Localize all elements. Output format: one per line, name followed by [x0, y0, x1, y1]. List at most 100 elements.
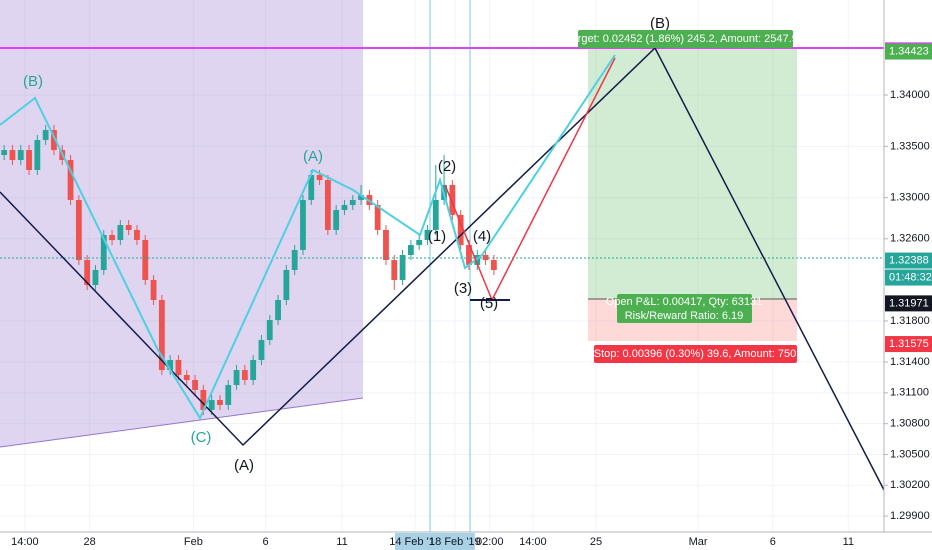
x-tick-label: 6 — [770, 536, 776, 548]
x-tick-label: 02:00 — [476, 536, 504, 548]
price-badge — [885, 295, 932, 312]
candle-body — [258, 340, 265, 360]
countdown-badge — [885, 269, 932, 286]
wave-label: (A) — [303, 148, 323, 165]
candle-body — [275, 299, 281, 321]
price-badge-label: 1.32388 — [889, 254, 929, 266]
y-tick-label: 1.33500 — [890, 140, 930, 152]
candle-body — [109, 234, 115, 241]
y-tick-label: 1.31800 — [890, 315, 930, 327]
y-tick-label: 1.32600 — [890, 233, 930, 245]
price-badge — [885, 336, 932, 353]
range-edge — [0, 397, 364, 448]
y-tick-label: 1.31100 — [890, 387, 929, 399]
candle-body — [416, 240, 423, 246]
y-tick-label: 1.30500 — [890, 448, 930, 460]
x-tick-label: 11 — [843, 536, 854, 548]
price-badge-label: 1.31575 — [889, 338, 929, 350]
x-tick-label: 28 — [84, 536, 96, 548]
x-tick-highlight — [434, 533, 475, 550]
candle-body — [167, 359, 174, 371]
candle-body — [84, 260, 91, 285]
candle-body — [316, 175, 323, 181]
candle-body — [308, 175, 315, 200]
countdown-label: 01:48:32 — [889, 271, 932, 283]
wave-label: (1) — [428, 228, 446, 245]
candle-body — [466, 245, 472, 265]
candle-body — [250, 359, 257, 380]
candle-body — [407, 245, 414, 256]
wave-label: (4) — [473, 228, 491, 245]
price-badge — [885, 43, 932, 60]
candle-body — [457, 214, 464, 246]
candles — [1, 124, 497, 416]
x-tick-label: Mar — [689, 536, 708, 548]
candle-body — [26, 150, 32, 170]
candle-body — [67, 160, 74, 200]
wave-label: (C) — [191, 429, 212, 446]
grid — [0, 0, 884, 532]
candle-body — [92, 270, 99, 285]
x-tick-label: 18 Feb '19 — [429, 536, 481, 548]
candle-body — [399, 255, 406, 280]
candle-body — [432, 199, 439, 230]
wave-label: (3) — [454, 280, 472, 297]
y-tick-label: 1.31400 — [890, 356, 930, 368]
candle-body — [449, 184, 456, 215]
wave-line — [0, 54, 616, 421]
candle-body — [490, 260, 497, 271]
wave-label: (B) — [23, 73, 43, 90]
candle-body — [200, 389, 207, 410]
y-tick-label: 1.30800 — [890, 418, 930, 430]
candle-body — [349, 199, 356, 205]
candle-body — [217, 400, 223, 405]
candle-body — [291, 249, 298, 271]
x-tick-label: 6 — [263, 536, 269, 548]
candle-body — [192, 380, 198, 390]
stop-label: Stop: 0.00396 (0.30%) 39.6, Amount: 750 — [594, 348, 796, 360]
x-tick-label: 11 — [336, 536, 347, 548]
candle-body — [150, 279, 157, 300]
candle-body — [51, 130, 57, 151]
candle-body — [383, 229, 389, 261]
target-label: Target: 0.02452 (1.86%) 245.2, Amount: 2… — [566, 33, 804, 45]
candle-body — [142, 240, 149, 280]
candle-body — [134, 229, 140, 241]
y-tick-label: 1.34000 — [890, 89, 930, 101]
candle-body — [283, 270, 290, 300]
profit-zone — [588, 48, 797, 299]
candle-body — [17, 150, 24, 161]
candle-body — [75, 199, 82, 261]
x-tick-label: 14 Feb '19 — [389, 536, 441, 548]
candle-body — [34, 139, 41, 170]
candle-body — [233, 370, 240, 386]
x-tick-highlight — [395, 533, 436, 550]
candle-body — [474, 255, 481, 265]
risk-reward-label: Risk/Reward Ratio: 6.19 — [625, 310, 744, 322]
candle-body — [158, 299, 165, 371]
pnl-box — [617, 294, 752, 323]
candle-body — [1, 150, 8, 155]
wave-label: (2) — [438, 158, 456, 175]
stop-box — [594, 345, 797, 363]
y-tick-label: 1.33000 — [890, 192, 930, 204]
candle-body — [358, 195, 364, 200]
candle-body — [374, 204, 381, 230]
price-badge-label: 1.31971 — [889, 297, 929, 309]
wave-label: (B) — [650, 15, 670, 32]
y-tick-label: 1.30200 — [890, 479, 930, 491]
candle-body — [9, 150, 16, 161]
candle-body — [300, 199, 306, 250]
y-tick-label: 1.29900 — [890, 510, 930, 522]
candle-body — [241, 370, 248, 380]
candle-body — [42, 130, 49, 140]
candle-body — [341, 204, 348, 211]
price-badge-label: 1.34423 — [889, 45, 929, 57]
candle-body — [117, 225, 124, 241]
wave-label: (A) — [234, 457, 254, 474]
candle-body — [225, 385, 232, 405]
wave-label: (5) — [480, 295, 498, 312]
candle-body — [183, 374, 190, 380]
